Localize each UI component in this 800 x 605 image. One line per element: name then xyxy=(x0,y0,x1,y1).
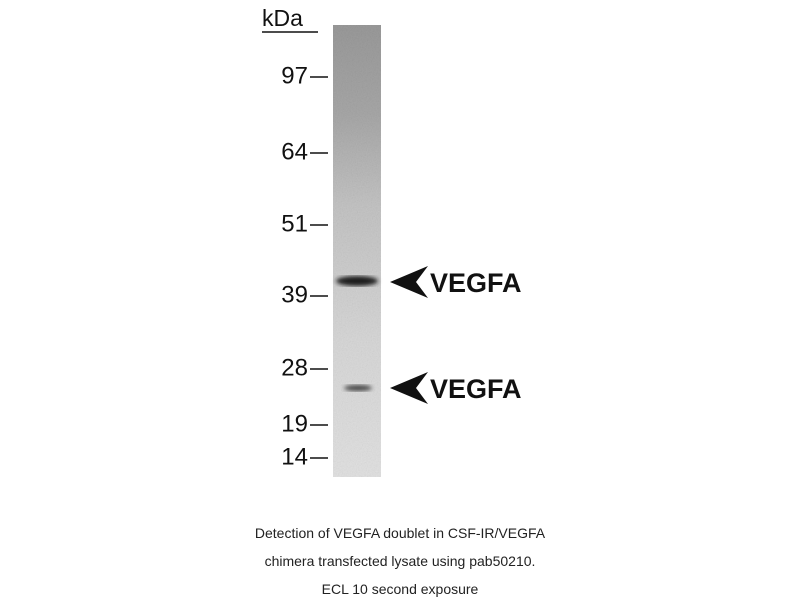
band-label: VEGFA xyxy=(430,268,522,298)
band xyxy=(336,276,378,286)
marker-label: 19 xyxy=(281,410,308,437)
marker-label: 28 xyxy=(281,354,308,381)
marker-label: 14 xyxy=(281,443,308,470)
caption-line: chimera transfected lysate using pab5021… xyxy=(265,553,536,569)
band-label: VEGFA xyxy=(430,374,522,404)
marker-label: 51 xyxy=(281,210,308,237)
unit-label: kDa xyxy=(262,5,303,31)
caption-line: Detection of VEGFA doublet in CSF-IR/VEG… xyxy=(255,525,546,541)
marker-label: 64 xyxy=(281,138,308,165)
marker-label: 39 xyxy=(281,281,308,308)
marker-label: 97 xyxy=(281,62,308,89)
gel-lane xyxy=(333,25,381,477)
arrow xyxy=(390,372,428,404)
caption-line: ECL 10 second exposure xyxy=(322,581,479,597)
band xyxy=(344,385,372,391)
arrow xyxy=(390,266,428,298)
